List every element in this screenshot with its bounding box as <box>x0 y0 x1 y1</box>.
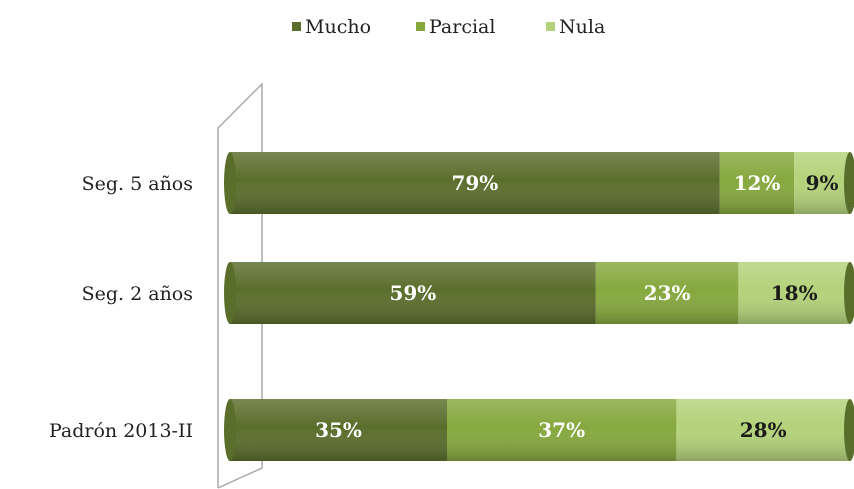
legend-label-nula: Nula <box>559 16 605 38</box>
category-label: Seg. 5 años <box>82 173 193 195</box>
data-label: 23% <box>644 281 691 305</box>
legend-label-parcial: Parcial <box>429 16 495 38</box>
bar-right-cap <box>844 399 854 461</box>
bar-right-cap <box>844 152 854 214</box>
plot-area: 79% 12% 9% 59% 23% 18% 35% 37% 28% <box>224 152 854 461</box>
bar-segment-shading <box>595 262 739 324</box>
bar-segment-shading <box>447 399 677 461</box>
category-label: Seg. 2 años <box>82 283 193 305</box>
bar-row: 59% 23% 18% <box>224 262 854 324</box>
legend-swatch-parcial <box>416 22 425 31</box>
bar-segment-shading <box>230 152 720 214</box>
legend-swatch-nula <box>546 22 555 31</box>
legend: Mucho Parcial Nula <box>292 16 605 38</box>
bar-left-cap <box>224 399 236 461</box>
data-label: 12% <box>734 171 781 195</box>
bar-segment-shading <box>794 152 850 214</box>
data-label: 59% <box>389 281 436 305</box>
data-label: 79% <box>451 171 498 195</box>
category-label: Padrón 2013-II <box>49 420 193 442</box>
bar-left-cap <box>224 262 236 324</box>
bar-row: 79% 12% 9% <box>224 152 854 214</box>
data-label: 35% <box>315 418 362 442</box>
bar-segment-shading <box>738 262 850 324</box>
data-label: 9% <box>806 171 839 195</box>
bar-segment-shading <box>230 262 596 324</box>
bar-row: 35% 37% 28% <box>224 399 854 461</box>
legend-label-mucho: Mucho <box>305 16 371 38</box>
bar-left-cap <box>224 152 236 214</box>
category-axis-wall <box>217 82 263 489</box>
data-label: 37% <box>538 418 585 442</box>
bar-segment-shading <box>230 399 447 461</box>
data-label: 28% <box>740 418 787 442</box>
legend-swatch-mucho <box>292 22 301 31</box>
axis-wall-outline <box>217 82 263 489</box>
category-labels: Seg. 5 años Seg. 2 años Padrón 2013-II <box>49 173 193 442</box>
bar-segment-shading <box>676 399 850 461</box>
bar-segment-shading <box>719 152 795 214</box>
data-label: 18% <box>771 281 818 305</box>
bar-right-cap <box>844 262 854 324</box>
